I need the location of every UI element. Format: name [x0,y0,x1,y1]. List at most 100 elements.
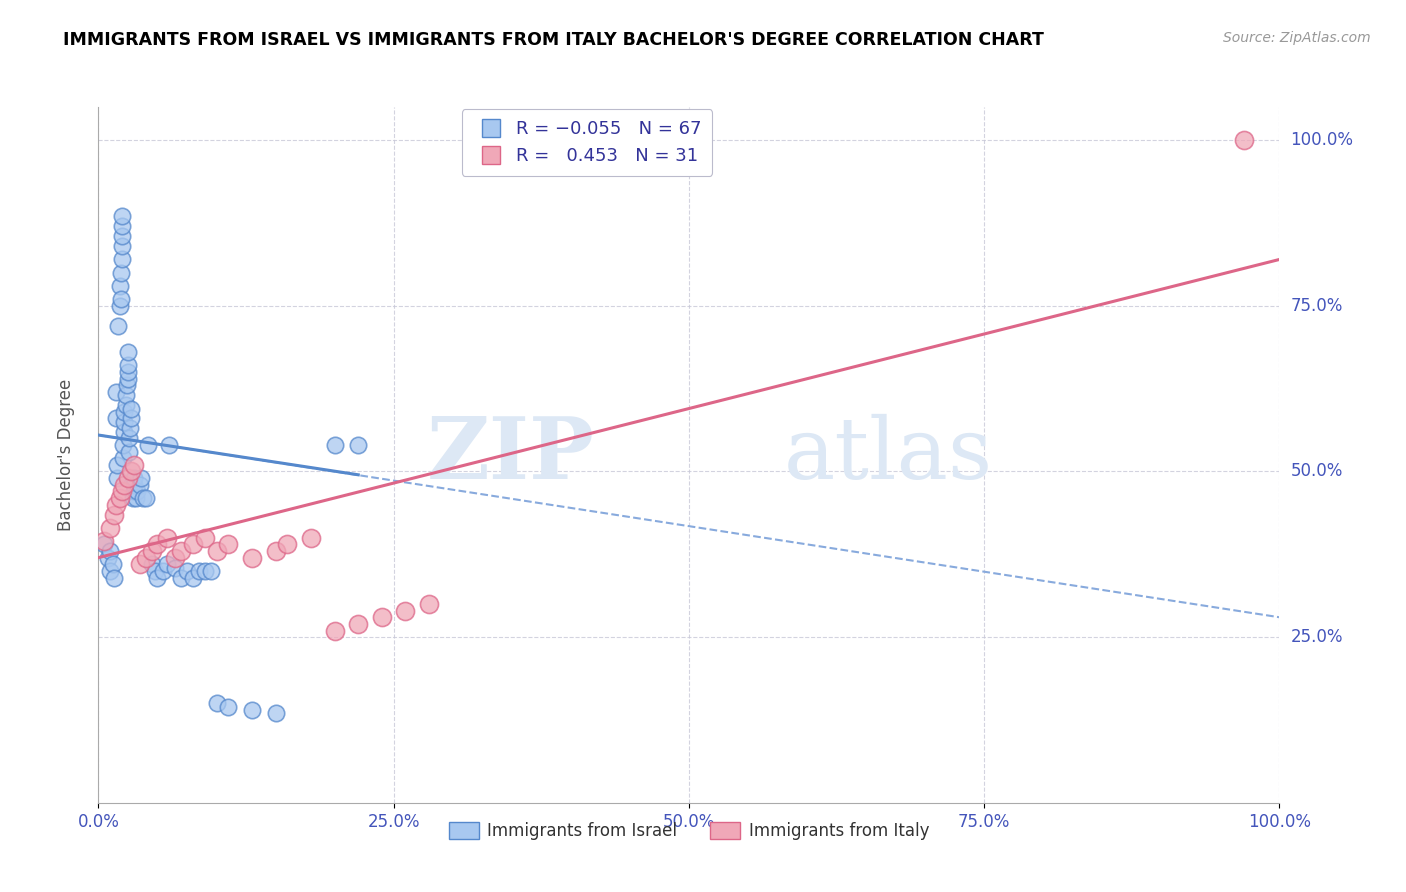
Point [240,550,263,565]
Point [299,531,322,545]
Text: 50.0%: 50.0% [1291,462,1343,481]
Point [176,564,198,578]
Point [112,477,135,491]
Point [323,624,346,638]
Point [394,604,416,618]
Point [111,239,134,253]
Text: atlas: atlas [783,413,993,497]
Point [165,560,187,574]
Point [194,564,217,578]
Point [111,252,134,267]
Point [101,558,124,572]
Point [264,706,287,721]
Point [122,477,145,491]
Point [217,537,239,551]
Text: 75.0%: 75.0% [1291,297,1343,315]
Text: ZIP: ZIP [426,413,595,497]
Point [112,451,135,466]
Point [103,570,125,584]
Point [152,564,174,578]
Point [110,292,132,306]
Point [264,544,287,558]
Point [112,425,135,439]
Point [181,537,204,551]
Point [93,534,115,549]
Point [121,465,143,479]
Point [418,597,440,611]
Point [141,544,163,558]
Point [323,438,346,452]
Point [125,491,148,505]
Text: Source: ZipAtlas.com: Source: ZipAtlas.com [1223,31,1371,45]
Point [141,558,163,572]
Point [112,405,135,419]
Point [156,558,179,572]
Point [187,564,209,578]
Point [347,616,370,631]
Point [105,384,128,399]
Point [117,365,139,379]
Point [128,558,150,572]
Point [170,544,193,558]
Point [110,266,132,280]
Point [127,484,149,499]
Text: IMMIGRANTS FROM ISRAEL VS IMMIGRANTS FROM ITALY BACHELOR'S DEGREE CORRELATION CH: IMMIGRANTS FROM ISRAEL VS IMMIGRANTS FRO… [63,31,1045,49]
Point [103,508,125,522]
Point [135,491,157,505]
Point [117,372,139,386]
Point [121,401,143,416]
Point [143,564,166,578]
Point [122,484,145,499]
Point [347,438,370,452]
Point [146,570,169,584]
Point [115,378,138,392]
Point [371,610,394,624]
Point [98,544,121,558]
Point [122,458,145,472]
Point [276,537,298,551]
Point [135,550,157,565]
Point [194,531,217,545]
Point [111,210,134,224]
Point [205,544,228,558]
Point [118,431,141,445]
Point [181,570,204,584]
Point [111,484,134,499]
Point [120,421,142,435]
Text: 25.0%: 25.0% [1291,628,1343,646]
Point [105,411,128,425]
Point [1233,133,1256,147]
Point [98,564,121,578]
Y-axis label: Bachelor's Degree: Bachelor's Degree [56,379,75,531]
Point [105,471,128,485]
Legend: Immigrants from Israel, Immigrants from Italy: Immigrants from Israel, Immigrants from … [441,815,936,847]
Point [97,550,120,565]
Point [118,444,141,458]
Point [121,491,143,505]
Point [93,537,115,551]
Text: 100.0%: 100.0% [1291,131,1354,149]
Point [98,521,121,535]
Point [108,491,131,505]
Point [108,279,131,293]
Point [165,550,187,565]
Point [117,345,139,359]
Point [157,438,180,452]
Point [122,471,145,485]
Point [136,438,159,452]
Point [112,438,135,452]
Point [105,498,128,512]
Point [128,477,150,491]
Point [240,703,263,717]
Point [108,299,131,313]
Point [111,219,134,234]
Point [121,411,143,425]
Point [200,564,222,578]
Point [105,458,128,472]
Point [132,491,155,505]
Point [129,471,152,485]
Point [146,537,169,551]
Point [170,570,193,584]
Point [107,318,129,333]
Point [112,415,135,429]
